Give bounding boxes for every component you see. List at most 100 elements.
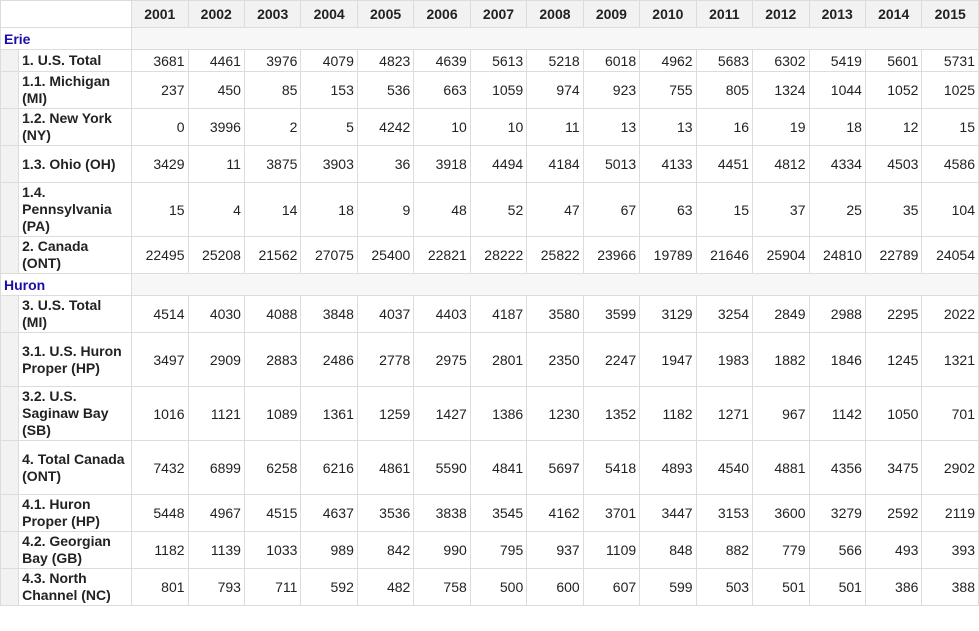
table-cell[interactable]: 923 — [582, 71, 641, 109]
table-cell[interactable]: 1882 — [752, 332, 810, 387]
table-cell[interactable]: 842 — [356, 531, 415, 569]
table-cell[interactable]: 3848 — [300, 295, 358, 333]
year-header[interactable]: 2007 — [469, 0, 528, 28]
table-cell[interactable]: 4823 — [356, 49, 415, 72]
table-cell[interactable]: 25822 — [526, 236, 584, 274]
table-cell[interactable]: 4893 — [639, 440, 697, 495]
table-cell[interactable]: 1271 — [695, 386, 754, 441]
row-label[interactable]: 3.1. U.S. Huron Proper (HP) — [18, 332, 133, 387]
table-cell[interactable]: 15 — [695, 182, 754, 237]
table-cell[interactable]: 4503 — [864, 145, 923, 183]
table-cell[interactable]: 4841 — [469, 440, 528, 495]
table-cell[interactable]: 1386 — [469, 386, 528, 441]
table-cell[interactable]: 1033 — [243, 531, 302, 569]
table-cell[interactable]: 450 — [187, 71, 245, 109]
table-cell[interactable]: 1089 — [243, 386, 302, 441]
row-label[interactable]: 4.3. North Channel (NC) — [18, 568, 133, 606]
table-cell[interactable]: 5218 — [526, 49, 584, 72]
table-cell[interactable]: 493 — [864, 531, 923, 569]
table-cell[interactable]: 3838 — [413, 494, 471, 532]
table-cell[interactable]: 1182 — [639, 386, 697, 441]
table-cell[interactable]: 805 — [695, 71, 754, 109]
table-cell[interactable]: 4515 — [243, 494, 302, 532]
table-cell[interactable]: 2295 — [864, 295, 923, 333]
table-cell[interactable]: 6216 — [300, 440, 358, 495]
table-cell[interactable]: 5731 — [921, 49, 979, 72]
row-label[interactable]: 4.1. Huron Proper (HP) — [18, 494, 133, 532]
table-cell[interactable]: 607 — [582, 568, 641, 606]
table-cell[interactable]: 5448 — [131, 494, 189, 532]
table-cell[interactable]: 7432 — [131, 440, 189, 495]
table-cell[interactable]: 3279 — [808, 494, 866, 532]
table-cell[interactable]: 3475 — [864, 440, 923, 495]
table-cell[interactable]: 25904 — [752, 236, 810, 274]
year-header[interactable]: 2005 — [356, 0, 415, 28]
table-cell[interactable]: 153 — [300, 71, 358, 109]
table-cell[interactable]: 2119 — [921, 494, 979, 532]
year-header[interactable]: 2010 — [639, 0, 697, 28]
year-header[interactable]: 2006 — [413, 0, 471, 28]
table-cell[interactable]: 10 — [469, 108, 528, 146]
table-cell[interactable]: 237 — [131, 71, 189, 109]
table-cell[interactable]: 21562 — [243, 236, 302, 274]
table-cell[interactable]: 4861 — [356, 440, 415, 495]
table-cell[interactable]: 3903 — [300, 145, 358, 183]
table-cell[interactable]: 4494 — [469, 145, 528, 183]
table-cell[interactable]: 21646 — [695, 236, 754, 274]
table-cell[interactable]: 5418 — [582, 440, 641, 495]
table-cell[interactable]: 4967 — [187, 494, 245, 532]
table-cell[interactable]: 19 — [752, 108, 810, 146]
table-cell[interactable]: 3129 — [639, 295, 697, 333]
table-cell[interactable]: 1230 — [526, 386, 584, 441]
table-cell[interactable]: 4812 — [752, 145, 810, 183]
table-cell[interactable]: 2778 — [356, 332, 415, 387]
table-cell[interactable]: 4030 — [187, 295, 245, 333]
table-cell[interactable]: 882 — [695, 531, 754, 569]
year-header[interactable]: 2009 — [582, 0, 641, 28]
table-cell[interactable]: 4037 — [356, 295, 415, 333]
table-cell[interactable]: 4461 — [187, 49, 245, 72]
table-cell[interactable]: 85 — [243, 71, 302, 109]
table-cell[interactable]: 48 — [413, 182, 471, 237]
table-cell[interactable]: 937 — [526, 531, 584, 569]
table-cell[interactable]: 104 — [921, 182, 979, 237]
table-cell[interactable]: 1947 — [639, 332, 697, 387]
table-cell[interactable]: 503 — [695, 568, 754, 606]
table-cell[interactable]: 793 — [187, 568, 245, 606]
table-cell[interactable]: 4540 — [695, 440, 754, 495]
table-cell[interactable]: 501 — [752, 568, 810, 606]
table-cell[interactable]: 18 — [808, 108, 866, 146]
table-cell[interactable]: 1044 — [808, 71, 866, 109]
table-cell[interactable]: 6302 — [752, 49, 810, 72]
table-cell[interactable]: 6018 — [582, 49, 641, 72]
table-cell[interactable]: 663 — [413, 71, 471, 109]
table-cell[interactable]: 13 — [582, 108, 641, 146]
year-header[interactable]: 2013 — [808, 0, 866, 28]
table-cell[interactable]: 566 — [808, 531, 866, 569]
year-header[interactable]: 2014 — [864, 0, 923, 28]
table-cell[interactable]: 3429 — [131, 145, 189, 183]
table-cell[interactable]: 393 — [921, 531, 979, 569]
table-cell[interactable]: 4088 — [243, 295, 302, 333]
table-cell[interactable]: 5697 — [526, 440, 584, 495]
table-cell[interactable]: 2 — [243, 108, 302, 146]
table-cell[interactable]: 501 — [808, 568, 866, 606]
table-cell[interactable]: 1352 — [582, 386, 641, 441]
table-cell[interactable]: 2247 — [582, 332, 641, 387]
table-cell[interactable]: 18 — [300, 182, 358, 237]
table-cell[interactable]: 1016 — [131, 386, 189, 441]
table-cell[interactable]: 24054 — [921, 236, 979, 274]
table-cell[interactable]: 3918 — [413, 145, 471, 183]
table-cell[interactable]: 500 — [469, 568, 528, 606]
table-cell[interactable]: 592 — [300, 568, 358, 606]
table-cell[interactable]: 37 — [752, 182, 810, 237]
table-cell[interactable]: 801 — [131, 568, 189, 606]
table-cell[interactable]: 600 — [526, 568, 584, 606]
table-cell[interactable]: 16 — [695, 108, 754, 146]
table-cell[interactable]: 989 — [300, 531, 358, 569]
year-header[interactable]: 2001 — [131, 0, 189, 28]
table-cell[interactable]: 5013 — [582, 145, 641, 183]
table-cell[interactable]: 11 — [187, 145, 245, 183]
table-cell[interactable]: 3875 — [243, 145, 302, 183]
table-cell[interactable]: 5419 — [808, 49, 866, 72]
